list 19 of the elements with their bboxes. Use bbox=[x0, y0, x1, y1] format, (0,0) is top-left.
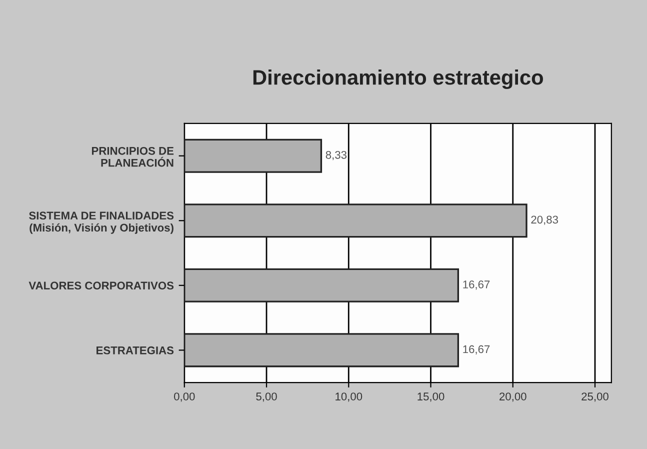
data-label: 8,33 bbox=[326, 150, 347, 160]
x-tick-label: 25,00 bbox=[582, 392, 608, 402]
bar bbox=[184, 138, 322, 173]
x-tick-label: 0,00 bbox=[174, 392, 195, 402]
chart-title: Direccionamiento estrategico bbox=[253, 69, 543, 89]
data-label: 20,83 bbox=[531, 216, 558, 225]
bar bbox=[184, 204, 528, 238]
x-tick-label: 10,00 bbox=[336, 392, 362, 402]
data-label: 16,67 bbox=[463, 345, 490, 354]
y-tick-label: ESTRATEGIAS bbox=[96, 346, 174, 354]
bar bbox=[184, 268, 460, 302]
y-tick-label: SISTEMA DE FINALIDADES (Misión, Visión y Objetivos) bbox=[29, 212, 174, 234]
data-label: 16,67 bbox=[463, 280, 490, 290]
x-tick-label: 15,00 bbox=[418, 392, 444, 402]
y-tick-label: PRINCIPIOS DE PLANEACIÓN bbox=[92, 146, 174, 167]
y-tick-label: VALORES CORPORATIVOS bbox=[28, 282, 174, 290]
x-tick-label: 20,00 bbox=[500, 392, 526, 402]
x-tick-label: 5,00 bbox=[256, 392, 277, 402]
bar bbox=[184, 333, 460, 368]
